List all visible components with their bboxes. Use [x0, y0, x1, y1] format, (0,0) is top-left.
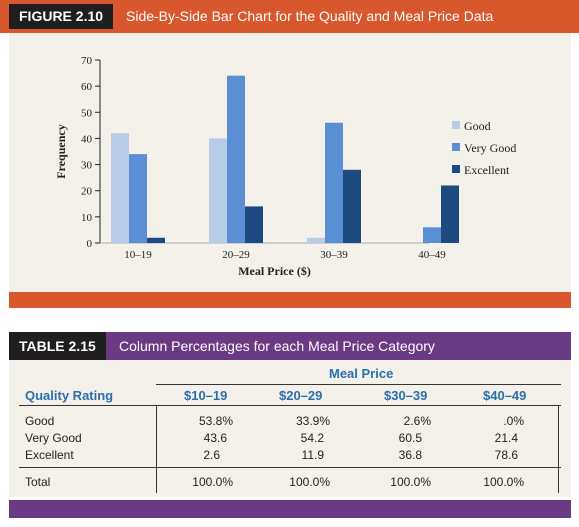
row-label-total: Total [25, 475, 51, 489]
legend-label: Good [464, 119, 491, 133]
y-axis-title: Frequency [54, 124, 68, 178]
bar-very-good-0 [129, 154, 147, 243]
legend-label: Very Good [464, 141, 516, 155]
cell-good-20-29: 33.9% [295, 414, 330, 428]
cell-very-good-10-19: 43.6 [203, 431, 227, 445]
bar-very-good-2 [325, 122, 343, 243]
cell-excellent-10-19: 2.6 [203, 448, 220, 462]
y-tick-label: 0 [87, 238, 93, 250]
bar-chart: 0 10 20 30 40 50 60 70 Frequency 10–19 20–29 30–39 4… [54, 55, 516, 278]
cell-excellent-20-29: 11.9 [301, 448, 324, 462]
cell-good-10-19: 53.8% [198, 414, 233, 428]
cell-total-20-29: 100.0% [289, 475, 330, 489]
cell-good-30-39: 2.6% [403, 414, 431, 428]
cell-very-good-20-29: 54.2 [300, 431, 324, 445]
figure-header-bar: FIGURE 2.10 Side-By-Side Bar Chart for t… [0, 0, 579, 33]
table-title: Column Percentages for each Meal Price C… [119, 338, 435, 354]
bar-excellent-1 [245, 206, 263, 243]
legend-swatch-good [452, 121, 460, 129]
column-header-10-19: $10–19 [184, 388, 228, 403]
figure-title: Side-By-Side Bar Chart for the Quality a… [126, 8, 494, 24]
x-tick-label: 20–29 [222, 249, 250, 261]
cell-excellent-30-39: 36.8 [398, 448, 422, 462]
table-label: TABLE 2.15 [9, 332, 106, 360]
x-tick-label: 40–49 [418, 249, 446, 261]
bar-very-good-1 [227, 75, 245, 243]
cell-excellent-40-49: 78.6 [494, 448, 518, 462]
x-axis-title: Meal Price ($) [238, 264, 311, 278]
row-label-excellent: Excellent [25, 448, 74, 462]
row-label-very-good: Very Good [25, 431, 82, 445]
bar-excellent-0 [147, 237, 165, 243]
y-tick-label: 60 [81, 81, 93, 93]
figure-footer-bar [9, 292, 571, 308]
y-tick-label: 50 [81, 107, 93, 119]
legend-swatch-very-good [452, 143, 460, 151]
cell-very-good-30-39: 60.5 [398, 431, 422, 445]
y-tick-label: 40 [81, 133, 93, 145]
legend-label: Excellent [464, 163, 510, 177]
cell-total-30-39: 100.0% [390, 475, 431, 489]
table-header-bar: TABLE 2.15 Column Percentages for each M… [9, 332, 571, 360]
column-separator [558, 406, 559, 493]
bar-very-good-3 [423, 227, 441, 243]
y-tick-label: 20 [81, 186, 93, 198]
column-separator [156, 406, 157, 493]
column-header-20-29: $20–29 [279, 388, 323, 403]
bar-good-2 [307, 237, 325, 243]
column-header-30-39: $30–39 [384, 388, 428, 403]
table-panel: Meal Price Quality Rating $10–19 $20–29 … [9, 360, 571, 497]
total-rule [19, 467, 561, 468]
bar-excellent-2 [343, 169, 361, 243]
y-tick-label: 30 [81, 160, 93, 172]
y-tick-label: 70 [81, 55, 93, 67]
cell-total-10-19: 100.0% [192, 475, 233, 489]
x-tick-label: 30–39 [320, 249, 348, 261]
bar-good-1 [209, 138, 227, 243]
legend-swatch-excellent [452, 165, 460, 173]
cell-total-40-49: 100.0% [483, 475, 524, 489]
table-footer-bar [9, 500, 571, 518]
column-header-40-49: $40–49 [483, 388, 527, 403]
cell-good-40-49: .0% [503, 414, 524, 428]
header-rule [19, 405, 561, 406]
quality-rating-header: Quality Rating [25, 388, 114, 403]
y-tick-label: 10 [81, 212, 93, 224]
cell-very-good-40-49: 21.4 [494, 431, 518, 445]
x-tick-label: 10–19 [124, 249, 152, 261]
figure-label: FIGURE 2.10 [9, 4, 114, 29]
meal-price-group-header: Meal Price [329, 366, 394, 381]
bar-good-0 [111, 133, 129, 243]
bar-excellent-3 [441, 185, 459, 243]
group-header-rule [156, 384, 561, 385]
row-label-good: Good [25, 414, 55, 428]
chart-panel: 0 10 20 30 40 50 60 70 Frequency 10–19 20–29 30–39 4… [9, 33, 571, 292]
